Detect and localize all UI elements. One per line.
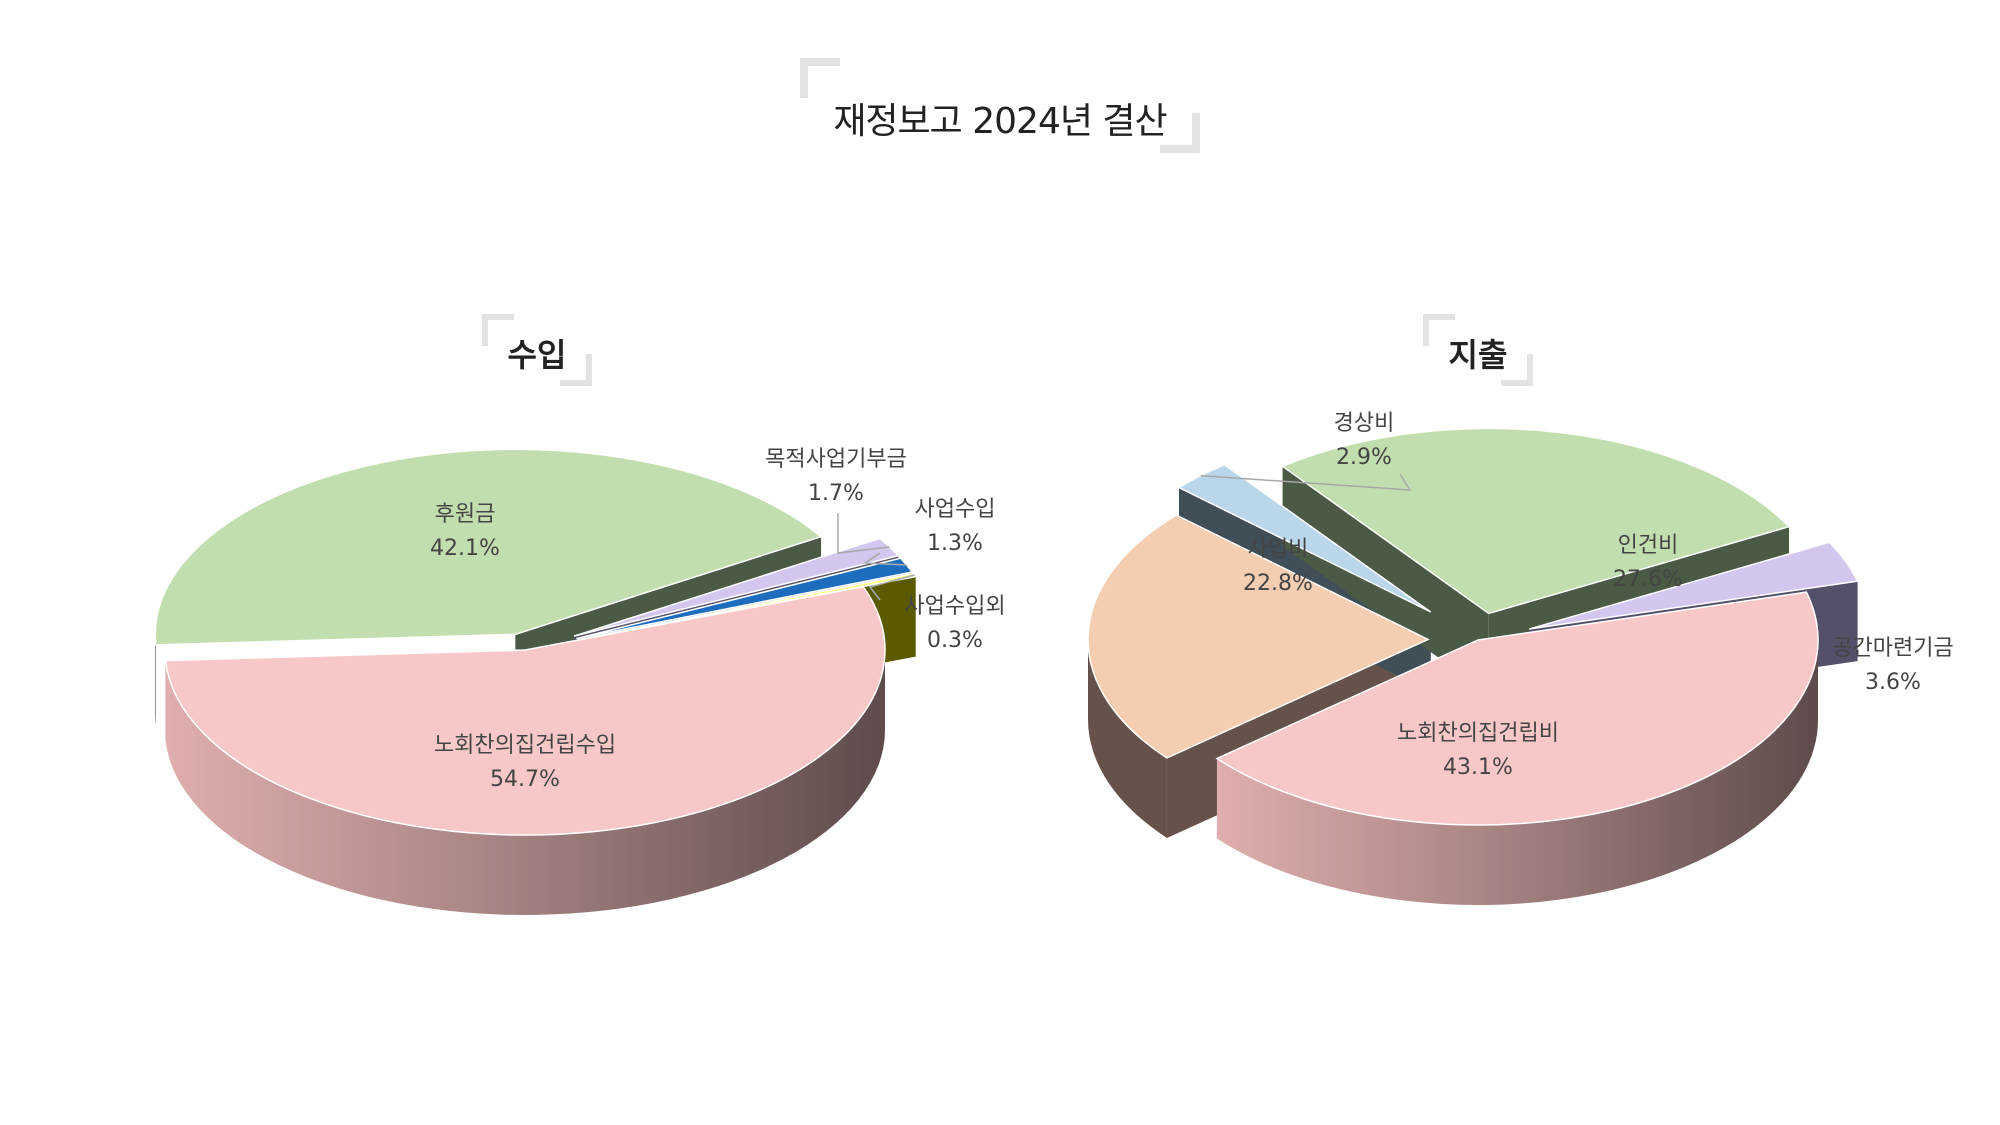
income-wall-0 (165, 650, 886, 916)
income-bracket-bottom-right (560, 354, 592, 386)
expense-label-name-4: 공간마련기금 (1832, 636, 1953, 661)
title-bracket-top-left (800, 58, 840, 98)
income-label-name-4: 사업수입외 (904, 594, 1005, 619)
income-label-value-1: 42.1% (430, 536, 500, 561)
title-bracket-bottom-right (1160, 113, 1200, 153)
expense-label-value-2: 2.9% (1336, 445, 1392, 470)
income-label-value-3: 1.3% (927, 531, 983, 556)
expense-leader-2 (1200, 473, 1412, 491)
income-slice-3 (576, 557, 914, 640)
expense-slice-4 (1528, 541, 1859, 630)
expense-wall-1 (1088, 639, 1167, 838)
expense-label-value-1: 22.8% (1243, 571, 1313, 596)
income-label-value-2: 1.7% (808, 481, 864, 506)
income-label-name-2: 목적사업기부금 (765, 447, 907, 472)
expense-label-name-3: 인건비 (1618, 533, 1679, 558)
expense-label-name-2: 경상비 (1334, 411, 1395, 436)
expense-label-name-1: 사업비 (1248, 537, 1309, 562)
expense-bracket-top-left (1423, 314, 1455, 346)
income-label-name-3: 사업수입 (915, 497, 996, 522)
expense-label-value-3: 27.6% (1613, 567, 1683, 592)
expense-title-frame: 지출 (1423, 314, 1533, 386)
income-bracket-top-left (482, 314, 514, 346)
income-pie: 노회찬의집건립수입 54.7% 후원금 42.1% 목적사업기부금 1.7% 사업수입 1.3… (154, 447, 1006, 916)
expense-wall-0 (1216, 640, 1818, 905)
expense-chart-title: 지출 (1448, 336, 1508, 374)
income-wall-1 (155, 634, 156, 725)
expense-label-name-0: 노회찬의집건립비 (1397, 721, 1559, 746)
chart-title: 재정보고 2024년 결산 (833, 101, 1167, 142)
chart-title-frame: 재정보고 2024년 결산 (800, 58, 1200, 153)
income-leader-3 (862, 552, 907, 566)
expense-label-value-0: 43.1% (1443, 755, 1513, 780)
income-slice-0 (164, 585, 886, 836)
income-label-value-0: 54.7% (490, 767, 560, 792)
income-slice-1 (154, 448, 823, 646)
income-label-value-4: 0.3% (927, 628, 983, 653)
expense-bracket-bottom-right (1501, 354, 1533, 386)
expense-pie: 노회찬의집건립비 43.1% 사업비 22.8% 경상비 2.9% 인건비 27.6% 공간마련… (1087, 411, 1954, 905)
expense-label-value-4: 3.6% (1865, 670, 1921, 695)
income-title-frame: 수입 (482, 314, 592, 386)
income-label-name-1: 후원금 (435, 502, 496, 527)
expense-slice-0 (1215, 591, 1819, 826)
income-leader-2 (837, 513, 890, 554)
income-chart-title: 수입 (507, 336, 567, 374)
income-leader-4 (868, 574, 915, 601)
expense-slice-3 (1281, 427, 1791, 615)
income-label-name-0: 노회찬의집건립수입 (434, 733, 616, 758)
expense-slice-1 (1087, 514, 1430, 759)
